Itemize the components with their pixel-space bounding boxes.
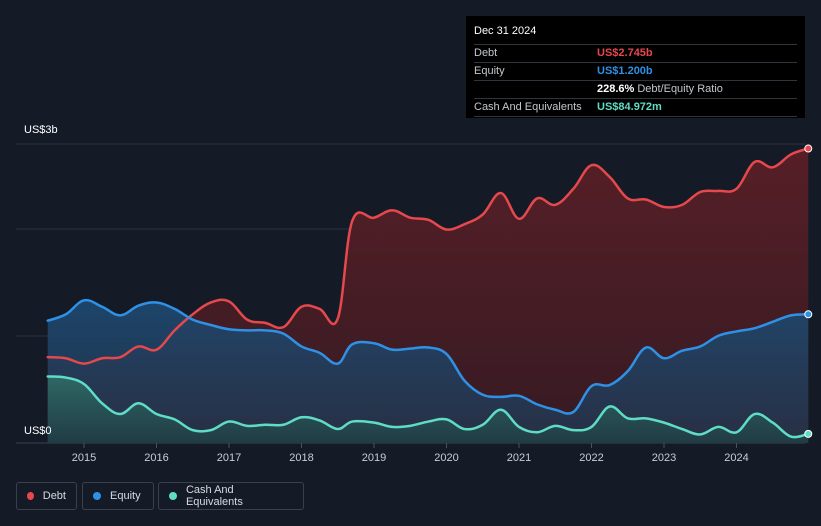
- legend-debt-label: Debt: [42, 490, 66, 502]
- tooltip-ratio-value: 228.6%: [597, 83, 635, 95]
- x-tick-label-2018: 2018: [289, 452, 313, 464]
- series-lines: [46, 147, 810, 439]
- debt-line: [46, 147, 810, 365]
- equity-area: [47, 300, 809, 443]
- legend-debt-button[interactable]: Debt: [16, 482, 77, 510]
- x-axis-ticks: 2015 2016 2017 2018 2019 2020 2021 2022 2023 2024: [72, 443, 749, 464]
- cash-end-marker: [804, 429, 813, 438]
- x-tick-label-2024: 2024: [724, 452, 748, 464]
- series-areas: [47, 148, 809, 443]
- equity-dot-icon: [93, 492, 101, 500]
- cash-dot-icon: [169, 492, 177, 500]
- legend-cash-label: Cash And Equivalents: [185, 484, 243, 508]
- tooltip-panel: Dec 31 2024 Debt US$2.745b Equity US$1.2…: [466, 16, 805, 118]
- legend-equity-label: Equity: [110, 490, 141, 502]
- y-axis-top-label: US$3b: [24, 124, 58, 136]
- tooltip-debt-row: Debt US$2.745b: [474, 44, 797, 62]
- cash-line: [46, 375, 810, 439]
- tooltip-equity-value: US$1.200b: [597, 65, 653, 77]
- tooltip-ratio-label: Debt/Equity Ratio: [637, 83, 723, 95]
- tooltip-ratio-spacer: [474, 81, 597, 98]
- tooltip-cash-row: Cash And Equivalents US$84.972m: [474, 98, 797, 117]
- x-tick-label-2019: 2019: [362, 452, 386, 464]
- tooltip-date: Dec 31 2024: [474, 25, 537, 37]
- tooltip-debt-label: Debt: [474, 47, 498, 59]
- tooltip-cash-label: Cash And Equivalents: [474, 101, 582, 113]
- x-tick-label-2016: 2016: [144, 452, 168, 464]
- x-tick-label-2021: 2021: [507, 452, 531, 464]
- x-tick-label-2015: 2015: [72, 452, 96, 464]
- tooltip-cash-value: US$84.972m: [597, 101, 662, 113]
- x-tick-label-2023: 2023: [652, 452, 676, 464]
- equity-line: [46, 298, 810, 415]
- tooltip-debt-value: US$2.745b: [597, 47, 653, 59]
- tooltip-ratio-row: 228.6% Debt/Equity Ratio: [474, 80, 797, 98]
- x-tick-label-2020: 2020: [434, 452, 458, 464]
- legend-equity-button[interactable]: Equity: [82, 482, 154, 510]
- cash-area: [47, 376, 809, 443]
- x-tick-label-2022: 2022: [579, 452, 603, 464]
- y-axis-zero-label: US$0: [24, 425, 52, 437]
- tooltip-equity-label: Equity: [474, 65, 505, 77]
- debt-end-marker: [804, 144, 813, 153]
- equity-end-marker: [804, 310, 813, 319]
- tooltip-equity-row: Equity US$1.200b: [474, 62, 797, 80]
- end-markers: [804, 144, 813, 438]
- x-tick-label-2017: 2017: [217, 452, 241, 464]
- legend-cash-button[interactable]: Cash And Equivalents: [158, 482, 304, 510]
- debt-dot-icon: [27, 492, 34, 500]
